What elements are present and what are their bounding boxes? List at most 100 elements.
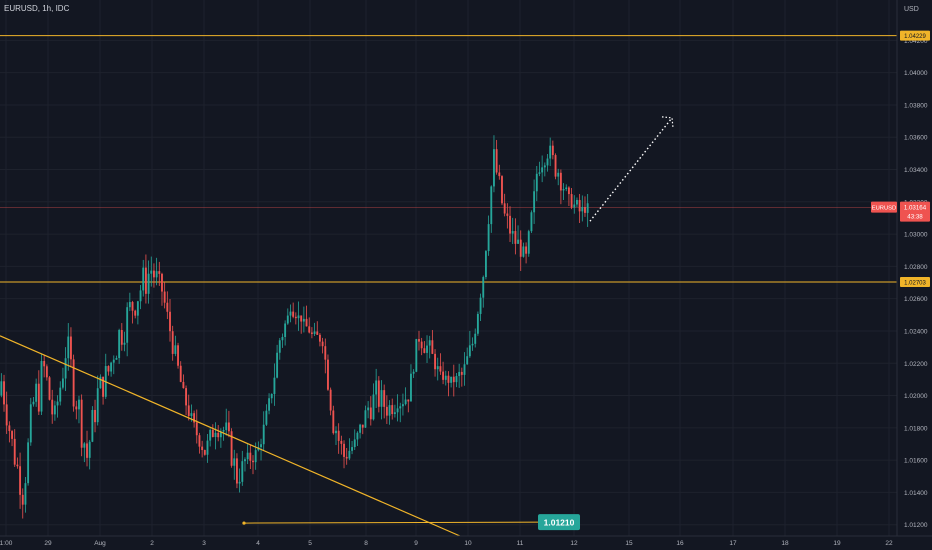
- candle-body: [225, 422, 228, 431]
- candle-body: [415, 339, 418, 372]
- candle-body: [120, 329, 123, 345]
- candle-body: [219, 431, 222, 438]
- drawings[interactable]: 1.01210: [0, 116, 674, 537]
- candle-body: [72, 359, 75, 407]
- candle-body: [35, 383, 38, 402]
- candle-body: [391, 405, 394, 415]
- candle-body: [383, 390, 386, 407]
- x-tick-label: 15: [625, 540, 633, 547]
- candle-body: [300, 315, 303, 322]
- symbol-header[interactable]: EURUSD, 1h, IDC: [4, 4, 70, 13]
- time-axis[interactable]: 1:00 29 Aug 2 3 4 5 8 9 10 11 12 15 16 17 18 19 22: [0, 540, 893, 547]
- candle-body: [530, 212, 533, 232]
- candle-body: [222, 430, 225, 432]
- candle-body: [118, 329, 121, 359]
- candle-body: [503, 203, 506, 214]
- candle-body: [270, 393, 273, 399]
- candle-body: [262, 424, 265, 445]
- candle-body: [546, 158, 549, 166]
- candle-body: [246, 452, 249, 460]
- candle-body: [21, 494, 24, 505]
- candle-body: [377, 380, 380, 407]
- candle-body: [385, 406, 388, 416]
- y-tick-label: 1.03400: [904, 167, 928, 174]
- candle-body: [24, 483, 27, 505]
- candle-body: [11, 431, 13, 439]
- candle-body: [107, 366, 110, 372]
- current-price-tag: [900, 201, 930, 222]
- candle-body: [102, 376, 105, 397]
- candle-body: [13, 438, 16, 465]
- candle-body: [310, 332, 313, 334]
- candle-body: [96, 388, 99, 423]
- candle-body: [584, 206, 586, 213]
- candle-body: [161, 273, 163, 292]
- x-tick-label: 19: [833, 540, 841, 547]
- candle-body: [586, 203, 589, 213]
- candle-body: [268, 398, 271, 411]
- level-price-label: 1.02703: [904, 281, 926, 287]
- candle-body: [43, 361, 46, 367]
- candle-body: [559, 172, 562, 191]
- candle-body: [581, 206, 584, 212]
- candle-body: [332, 410, 335, 434]
- candle-body: [126, 307, 129, 343]
- candle-body: [522, 246, 525, 257]
- candle-body: [361, 424, 364, 428]
- candle-body: [562, 189, 565, 191]
- x-tick-label: 5: [308, 540, 312, 547]
- candle-body: [193, 413, 196, 423]
- candles: [0, 135, 589, 519]
- price-axis-currency: USD: [904, 6, 919, 13]
- candle-body: [482, 277, 485, 298]
- candle-body: [115, 358, 118, 360]
- candle-body: [163, 291, 166, 303]
- candle-body: [498, 172, 501, 177]
- candle-body: [369, 407, 372, 420]
- candle-body: [53, 405, 56, 415]
- candle-body: [308, 326, 311, 333]
- candle-body: [195, 422, 198, 436]
- candle-body: [169, 311, 171, 332]
- candle-body: [182, 381, 185, 389]
- candle-body: [511, 231, 514, 234]
- candle-body: [353, 439, 356, 448]
- x-tick-label: 29: [44, 540, 52, 547]
- candle-body: [80, 399, 83, 448]
- price-axis[interactable]: USD 1.04200 1.04000 1.03800 1.03600 1.03400 1.…: [904, 6, 928, 529]
- candle-body: [549, 145, 552, 159]
- candle-body: [265, 410, 268, 425]
- candle-body: [493, 149, 495, 187]
- x-tick-label: 2: [150, 540, 154, 547]
- symbol-tag: [871, 201, 897, 213]
- candle-body: [343, 443, 345, 457]
- candle-body: [484, 251, 487, 278]
- candle-body: [535, 173, 538, 192]
- candle-body: [59, 387, 62, 402]
- candle-body: [136, 301, 139, 316]
- candle-body: [316, 331, 319, 335]
- candle-body: [75, 406, 78, 410]
- candle-body: [241, 461, 244, 482]
- candle-body: [70, 336, 72, 360]
- candle-body: [460, 371, 463, 375]
- price-labels: 1.04229 1.02703 EURUSD 1.03164 43:38: [871, 30, 930, 288]
- candle-body: [292, 311, 295, 317]
- grid-lines: [0, 0, 897, 536]
- candle-body: [517, 239, 519, 244]
- candle-body: [134, 310, 137, 316]
- candle-body: [321, 341, 324, 347]
- candle-body: [444, 375, 447, 380]
- candle-body: [142, 267, 145, 291]
- candle-body: [211, 429, 214, 438]
- candle-body: [495, 149, 498, 173]
- candle-body: [447, 375, 450, 383]
- candle-body: [533, 191, 536, 213]
- x-tick-label: 8: [364, 540, 368, 547]
- candle-body: [364, 410, 367, 428]
- trendline: [0, 335, 461, 537]
- candle-body: [509, 215, 511, 234]
- x-tick-label: 3: [202, 540, 206, 547]
- x-tick-label: 4: [256, 540, 260, 547]
